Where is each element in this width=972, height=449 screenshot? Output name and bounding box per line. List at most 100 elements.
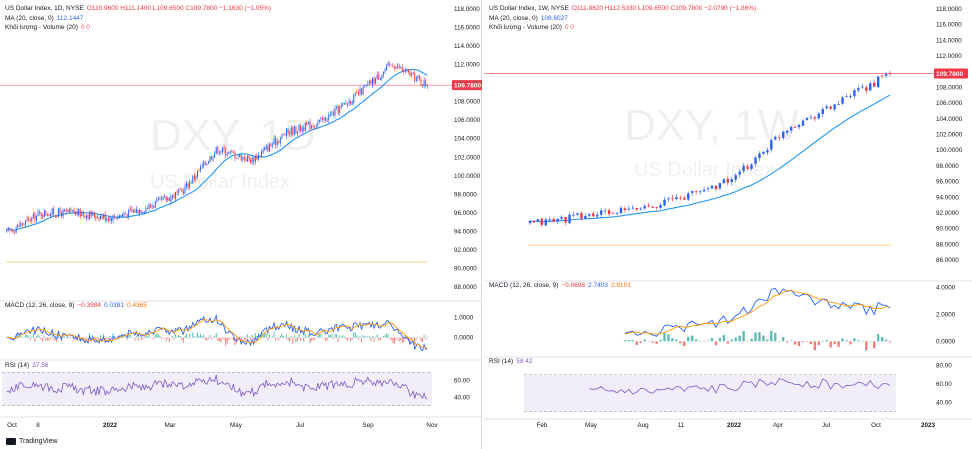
macd-histogram-bar	[750, 338, 753, 342]
macd-axis-label: 1.0000	[454, 314, 474, 321]
macd-histogram-bar	[281, 333, 283, 338]
candle-body	[323, 117, 325, 120]
rsi-axis-label: 40.00	[454, 394, 470, 401]
macd-histogram-bar	[303, 337, 305, 342]
macd-histogram-bar	[129, 334, 131, 338]
candle-body	[651, 207, 654, 208]
macd-histogram-bar	[378, 337, 380, 342]
macd-histogram-bar	[148, 333, 150, 338]
macd-histogram-bar	[368, 336, 370, 338]
candle-body	[675, 197, 678, 200]
macd-histogram-bar	[395, 337, 397, 341]
time-axis-label: Oct	[7, 422, 17, 429]
macd-histogram-bar	[754, 332, 757, 342]
macd-histogram-bar	[325, 337, 327, 342]
macd-histogram-bar	[853, 338, 856, 342]
candle-body	[129, 208, 131, 210]
candle-body	[150, 203, 152, 207]
price-axis-label: 94.0000	[936, 194, 959, 201]
macd-histogram-bar	[403, 337, 405, 343]
watermark-symbol: DXY, 1D	[150, 111, 316, 160]
macd-histogram-bar	[70, 337, 72, 339]
candle-body	[220, 151, 222, 153]
candle-body	[754, 157, 757, 164]
macd-histogram-bar	[869, 341, 872, 342]
candle-body	[311, 125, 313, 129]
macd-histogram-bar	[178, 334, 180, 338]
macd-histogram-bar	[323, 336, 325, 338]
candle-body	[48, 214, 50, 217]
candle-body	[171, 195, 173, 198]
macd-histogram-bar	[21, 337, 23, 339]
macd-histogram-bar	[667, 334, 670, 342]
macd-histogram-bar	[226, 337, 228, 344]
macd-histogram-bar	[40, 337, 42, 340]
daily-macd-value: −0.3984	[77, 302, 102, 309]
macd-histogram-bar	[785, 341, 789, 343]
candle-body	[60, 212, 62, 217]
macd-histogram-bar	[663, 333, 666, 342]
candle-body	[829, 106, 832, 109]
macd-histogram-bar	[53, 337, 55, 340]
macd-histogram-bar	[392, 337, 394, 343]
candle-body	[778, 137, 781, 139]
candle-body	[223, 147, 225, 150]
candle-body	[211, 156, 213, 160]
macd-histogram-bar	[376, 334, 378, 338]
macd-histogram-bar	[42, 337, 44, 342]
candle-body	[853, 90, 856, 97]
candle-body	[106, 218, 108, 221]
weekly-chart-canvas[interactable]: DXY, 1W US Dollar Index 118.0000 116.0000…	[484, 0, 972, 449]
candle-body	[128, 209, 130, 217]
candle-body	[6, 229, 8, 232]
macd-histogram-bar	[248, 337, 250, 338]
macd-histogram-bar	[101, 337, 103, 338]
weekly-chart-panel[interactable]: DXY, 1W US Dollar Index 118.0000 116.0000…	[484, 0, 972, 449]
candle-body	[789, 126, 793, 131]
candle-body	[392, 65, 394, 68]
macd-histogram-bar	[758, 332, 761, 342]
candle-body	[584, 215, 587, 219]
candle-body	[161, 198, 163, 200]
daily-chart-canvas[interactable]: DXY, 1D US Dollar Index 118.0000 116.0000…	[0, 0, 482, 449]
macd-histogram-bar	[726, 341, 729, 344]
watermark-name: US Dollar Index	[150, 171, 290, 193]
macd-histogram-bar	[407, 337, 409, 341]
candle-body	[340, 105, 342, 107]
macd-histogram-bar	[365, 336, 367, 338]
macd-histogram-bar	[193, 336, 195, 338]
candle-body	[203, 161, 205, 167]
candle-body	[334, 108, 336, 116]
candle-body	[96, 216, 98, 218]
candle-body	[43, 210, 45, 218]
candle-body	[350, 101, 352, 105]
candle-body	[403, 70, 405, 72]
macd-histogram-bar	[20, 334, 22, 338]
macd-histogram-bar	[245, 337, 247, 341]
macd-histogram-bar	[423, 335, 425, 338]
tradingview-logo[interactable]: TradingView	[6, 438, 58, 445]
candle-body	[596, 214, 599, 217]
macd-histogram-bar	[96, 337, 98, 339]
macd-histogram-bar	[175, 334, 177, 338]
price-axis-label: 102.0000	[936, 132, 963, 139]
rsi-axis-label: 60.00	[936, 381, 952, 388]
macd-histogram-bar	[817, 341, 820, 346]
candle-body	[766, 149, 769, 153]
macd-histogram-bar	[146, 336, 148, 338]
macd-histogram-bar	[268, 334, 270, 338]
macd-histogram-bar	[186, 333, 188, 338]
candle-body	[40, 212, 42, 216]
macd-histogram-bar	[390, 337, 392, 341]
macd-histogram-bar	[694, 339, 698, 342]
candle-body	[79, 208, 81, 216]
daily-volume-label: Khối lượng - Volume (20)	[5, 24, 78, 31]
candle-body	[386, 65, 388, 71]
daily-chart-panel[interactable]: DXY, 1D US Dollar Index 118.0000 116.0000…	[0, 0, 482, 449]
macd-histogram-bar	[181, 337, 183, 341]
macd-histogram-bar	[373, 337, 375, 342]
macd-histogram-bar	[253, 337, 255, 341]
time-axis-label: Jul	[296, 422, 304, 429]
macd-histogram-bar	[359, 336, 361, 338]
candle-body	[320, 117, 322, 120]
